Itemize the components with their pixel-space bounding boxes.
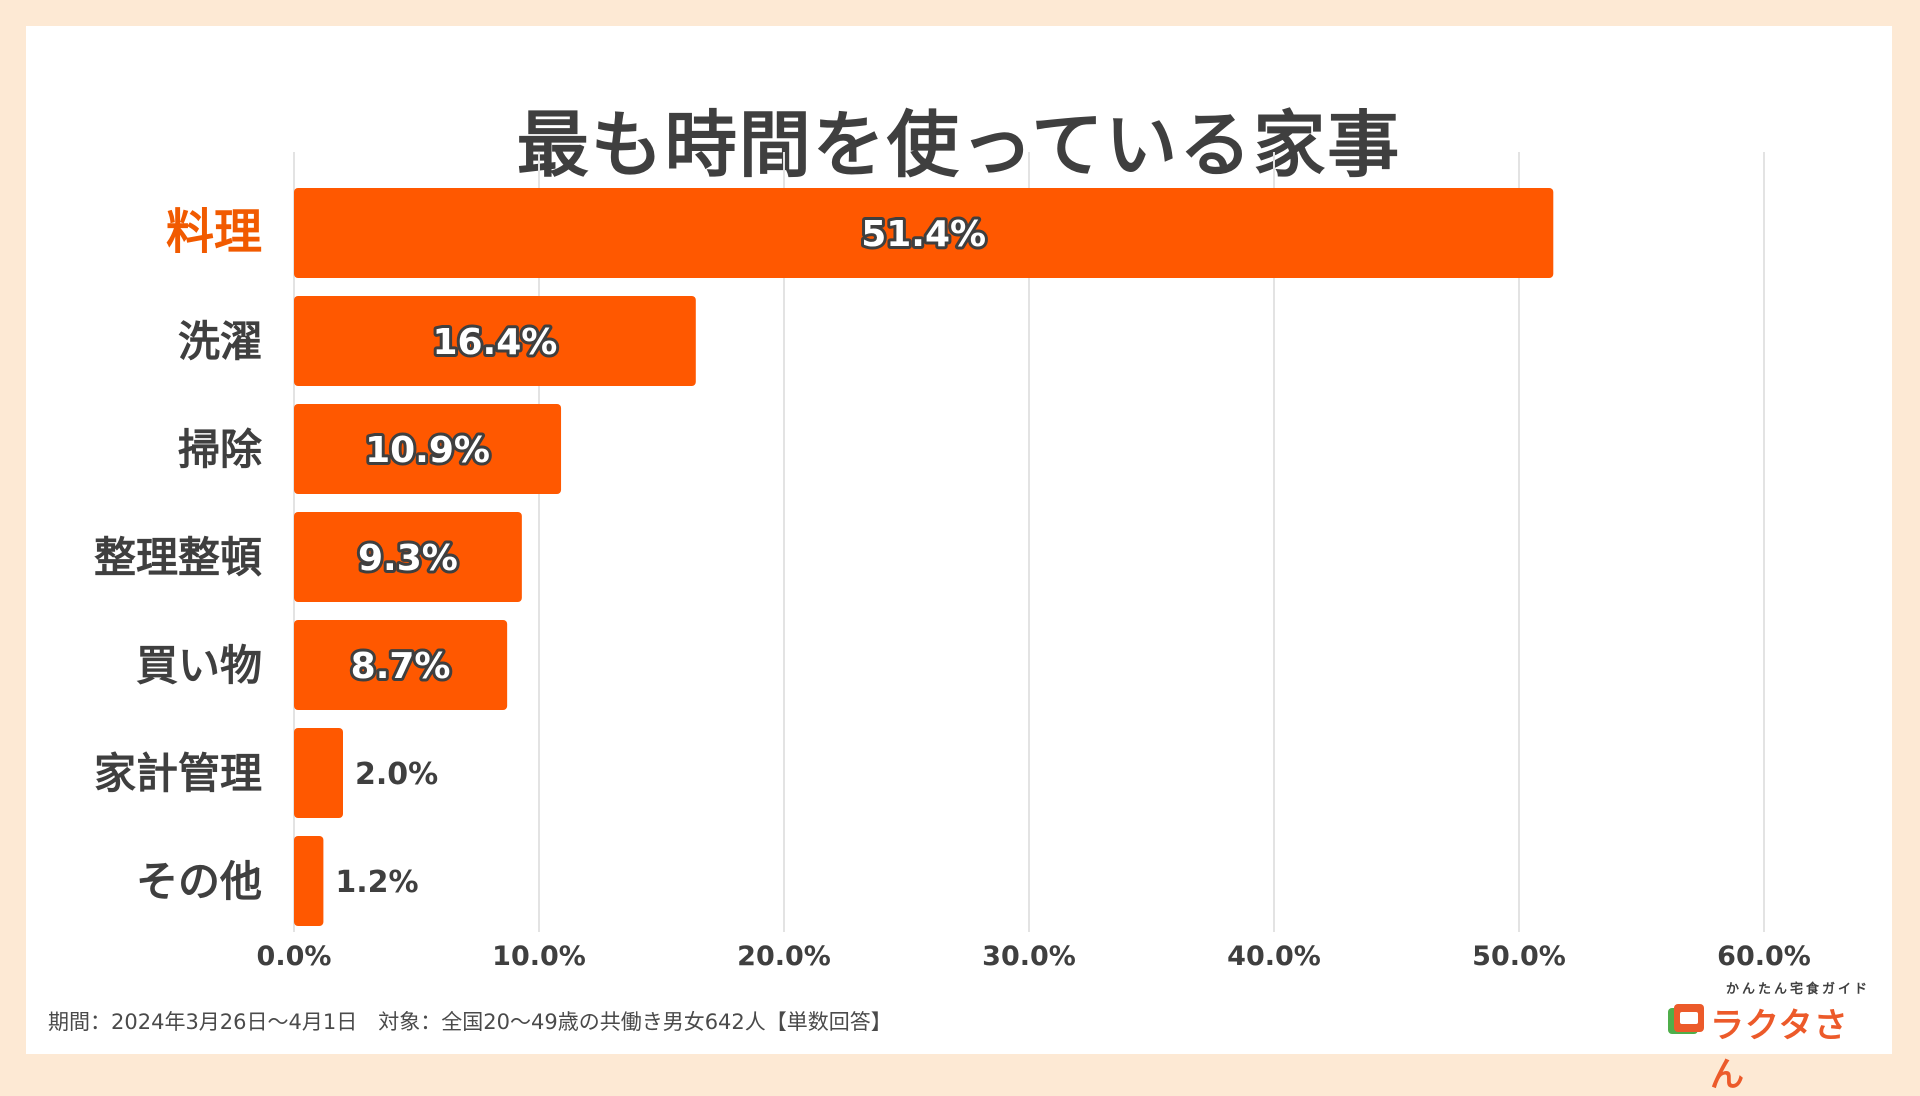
data-label: 51.4%	[861, 214, 986, 255]
category-label: 掃除	[178, 425, 263, 474]
data-label: 9.3%	[358, 538, 458, 579]
bento-box-icon	[1668, 1004, 1704, 1034]
x-tick-label: 50.0%	[1472, 941, 1566, 972]
x-tick-label: 20.0%	[737, 941, 831, 972]
category-label: 洗濯	[178, 317, 262, 366]
x-tick-label: 60.0%	[1717, 941, 1811, 972]
bar-chart: 0.0% 10.0% 20.0% 30.0% 40.0% 50.0% 60.0% 料理 51.4…	[94, 152, 1811, 972]
data-label: 8.7%	[351, 646, 451, 687]
data-label: 1.2%	[335, 865, 418, 900]
category-label: 家計管理	[94, 749, 262, 798]
bar	[294, 620, 508, 710]
footnote: 期間：2024年3月26日〜4月1日 対象：全国20〜49歳の共働き男女642人…	[48, 1010, 892, 1034]
category-label: 整理整頓	[94, 533, 262, 582]
x-tick-label: 40.0%	[1227, 941, 1321, 972]
bar	[294, 188, 1554, 278]
data-label: 16.4%	[432, 322, 557, 363]
x-tick-label: 30.0%	[982, 941, 1076, 972]
data-label: 2.0%	[355, 757, 438, 792]
data-label: 10.9%	[365, 430, 490, 471]
chart-title: 最も時間を使っている家事	[516, 103, 1402, 187]
category-label: その他	[136, 857, 262, 906]
category-label: 料理	[166, 204, 262, 260]
bar	[294, 728, 343, 818]
bar	[294, 296, 696, 386]
logo-name: ラクタさん	[1710, 1006, 1849, 1095]
bar	[294, 404, 562, 494]
bar	[294, 836, 324, 926]
category-label: 買い物	[136, 641, 262, 690]
x-tick-label: 10.0%	[492, 941, 586, 972]
x-tick-label: 0.0%	[257, 941, 332, 972]
logo-subtitle: かんたん宅食ガイド	[1726, 982, 1871, 997]
chart-card: 最も時間を使っている家事 0.0% 10.0% 20.0% 30.0% 40.0% 50.…	[26, 26, 1892, 1095]
brand-logo: かんたん宅食ガイド ラクタさん	[1666, 978, 1876, 1095]
bar	[294, 512, 522, 602]
